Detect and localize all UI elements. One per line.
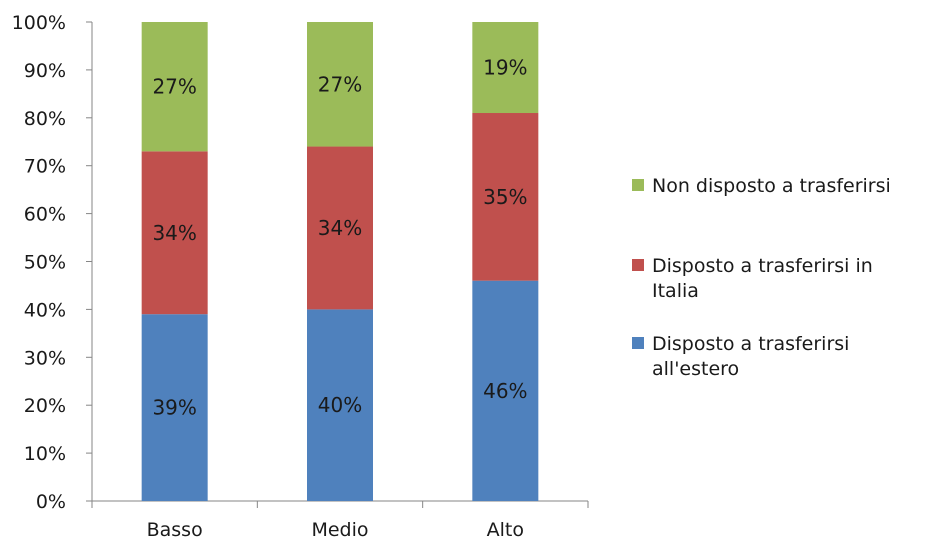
data-label: 27% [152,75,196,99]
bar-segment [472,113,539,281]
legend-label: all'estero [652,358,739,380]
bar-segment [141,314,208,501]
data-label: 40% [318,393,362,417]
y-tick-label: 10% [24,443,66,465]
legend-swatch [632,259,644,271]
data-label: 34% [152,221,196,245]
bar-segment [472,280,539,501]
y-tick-label: 60% [24,204,66,226]
bar-segment [141,22,208,152]
x-category-label: Basso [147,519,203,541]
bar-segment [472,22,539,114]
x-category-label: Alto [487,519,524,541]
y-tick-label: 100% [12,12,66,34]
y-tick-label: 70% [24,156,66,178]
legend-label: Disposto a trasferirsi in [652,255,873,277]
legend-label: Non disposto a trasferirsi [652,175,891,197]
y-tick-label: 40% [24,299,66,321]
data-label: 39% [152,396,196,420]
legend-swatch [632,179,644,191]
bar-segment [307,309,373,501]
data-label: 46% [483,379,527,403]
y-tick-label: 0% [36,491,66,513]
legend-label: Disposto a trasferirsi [652,333,849,355]
y-tick-label: 80% [24,108,66,130]
y-tick-label: 30% [24,347,66,369]
data-label: 34% [318,216,362,240]
x-category-label: Medio [311,519,368,541]
y-tick-label: 50% [24,252,66,274]
y-tick-label: 90% [24,60,66,82]
legend-swatch [632,337,644,349]
data-label: 35% [483,185,527,209]
y-tick-label: 20% [24,395,66,417]
bar-segment [307,146,373,310]
legend-label: Italia [652,280,699,302]
data-label: 19% [483,56,527,80]
bar-segment [307,22,373,147]
data-label: 27% [318,72,362,96]
bar-segment [141,151,208,315]
